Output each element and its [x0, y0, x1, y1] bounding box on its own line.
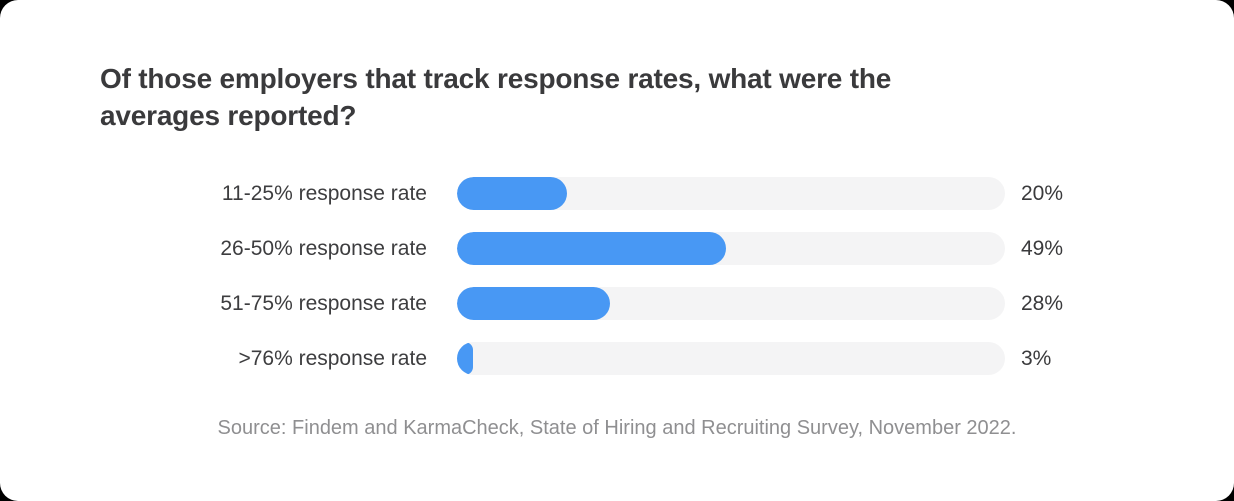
chart-title-line1: Of those employers that track response r…	[100, 63, 892, 94]
bar-track	[457, 177, 1005, 210]
bar-row: 11-25% response rate 20%	[100, 177, 1134, 210]
bar-value: 3%	[1021, 346, 1052, 370]
bar-track	[457, 287, 1005, 320]
bar-row: 51-75% response rate 28%	[100, 287, 1134, 320]
bar-fill	[457, 232, 726, 265]
bar-row: 26-50% response rate 49%	[100, 232, 1134, 265]
bar-rows: 11-25% response rate 20% 26-50% response…	[100, 177, 1134, 397]
chart-title-line2: averages reported?	[100, 100, 357, 131]
bar-value: 49%	[1021, 236, 1064, 260]
bar-label: 11-25% response rate	[221, 181, 427, 205]
bar-label: 51-75% response rate	[220, 291, 427, 315]
bar-value: 28%	[1021, 291, 1064, 315]
bar-fill	[457, 342, 474, 375]
bar-value: 20%	[1021, 181, 1064, 205]
bar-row: >76% response rate 3%	[100, 342, 1134, 375]
bar-fill	[457, 177, 567, 210]
source-attribution: Source: Findem and KarmaCheck, State of …	[217, 417, 1017, 439]
bar-track	[457, 232, 1005, 265]
bar-fill	[457, 287, 611, 320]
bar-track	[457, 342, 1005, 375]
chart-title: Of those employers that track response r…	[100, 60, 1140, 134]
bar-label: >76% response rate	[238, 346, 427, 370]
bar-label: 26-50% response rate	[220, 236, 427, 260]
